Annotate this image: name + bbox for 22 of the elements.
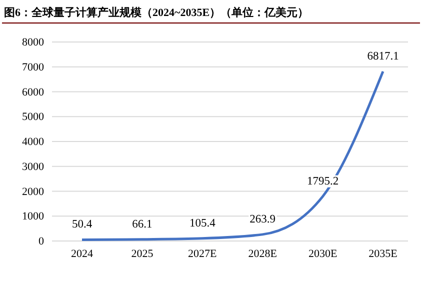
y-tick-label: 4000 bbox=[22, 136, 44, 148]
y-tick-label: 7000 bbox=[22, 61, 44, 74]
y-tick-label: 8000 bbox=[22, 36, 44, 49]
x-tick-label: 2024 bbox=[71, 248, 94, 260]
x-tick-label: 2027E bbox=[188, 248, 218, 260]
data-label: 66.1 bbox=[132, 218, 153, 230]
x-tick-label: 2028E bbox=[248, 248, 278, 260]
data-label: 6817.1 bbox=[367, 50, 400, 62]
data-label: 263.9 bbox=[250, 213, 276, 226]
x-tick-label: 2035E bbox=[368, 248, 398, 260]
data-label: 105.4 bbox=[189, 217, 216, 230]
data-label: 50.4 bbox=[72, 218, 92, 231]
x-tick-label: 2030E bbox=[308, 248, 338, 260]
chart-title: 图6：全球量子计算产业规模（2024~2035E）（单位：亿美元） bbox=[4, 6, 309, 19]
y-tick-label: 1000 bbox=[22, 210, 44, 223]
y-tick-label: 3000 bbox=[22, 160, 44, 173]
data-label: 1795.2 bbox=[306, 175, 339, 188]
y-tick-label: 6000 bbox=[22, 86, 44, 98]
y-tick-label: 5000 bbox=[22, 111, 44, 124]
y-tick-label: 0 bbox=[38, 236, 44, 248]
y-tick-label: 2000 bbox=[22, 186, 44, 198]
x-tick-label: 2025 bbox=[131, 248, 154, 260]
